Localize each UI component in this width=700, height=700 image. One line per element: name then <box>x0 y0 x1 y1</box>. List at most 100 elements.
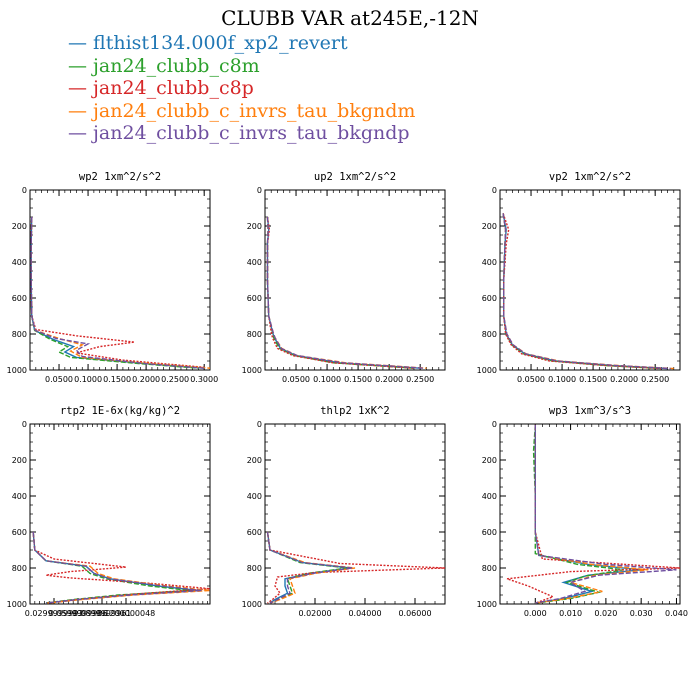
plot-frame <box>29 189 211 371</box>
y-tick-label: 600 <box>247 528 262 537</box>
chart-title: wp2 1xm^2/s^2 <box>79 171 161 183</box>
y-tick-label: 200 <box>12 456 27 465</box>
y-tick-label: 400 <box>482 258 497 267</box>
x-tick-label: 0.0500 <box>45 375 73 384</box>
series-line <box>502 213 668 370</box>
series-line <box>30 216 199 369</box>
y-tick-label: 1000 <box>7 600 27 609</box>
x-tick-label: 0.0500 <box>282 375 310 384</box>
x-tick-label: 0.0500 <box>517 375 545 384</box>
y-tick-label: 600 <box>482 528 497 537</box>
chart-title: rtp2 1E-6x(kg/kg)^2 <box>60 405 180 417</box>
x-tick-label: 0.2500 <box>406 375 434 384</box>
x-tick-label: 0.2500 <box>161 375 189 384</box>
y-tick-label: 200 <box>12 222 27 231</box>
y-tick-label: 600 <box>12 294 27 303</box>
chart-title: vp2 1xm^2/s^2 <box>549 171 631 183</box>
chart-panel: wp3 1xm^3/s^3 0.000 0.010 0.020 0.030 0.040 0 2… <box>477 405 688 618</box>
x-tick-label: 0.1200000048 <box>97 609 156 618</box>
x-tick-label: 0.1500 <box>103 375 131 384</box>
series-line <box>266 216 415 369</box>
y-tick-label: 600 <box>12 528 27 537</box>
x-tick-label: 0.020 <box>594 609 617 618</box>
x-tick-label: 0.2000 <box>375 375 403 384</box>
y-tick-label: 200 <box>247 456 262 465</box>
x-tick-label: 0.010 <box>559 609 582 618</box>
series-line <box>30 216 205 369</box>
page-title: CLUBB VAR at245E,-12N <box>221 6 479 30</box>
y-tick-label: 800 <box>247 564 262 573</box>
y-tick-label: 400 <box>12 492 27 501</box>
x-tick-label: 0.2500 <box>641 375 669 384</box>
chart-panel: up2 1xm^2/s^2 0.0500 0.1000 0.1500 0.2000 0.2… <box>242 171 446 384</box>
x-tick-label: 0.0299999993 <box>25 609 84 618</box>
legend-item: — jan24_clubb_c8p <box>68 77 254 99</box>
x-tick-label: 0.06000 <box>398 609 431 618</box>
x-tick-label: 0.04000 <box>348 609 381 618</box>
y-tick-label: 0 <box>492 420 497 429</box>
series-line <box>534 424 642 604</box>
x-tick-label: 0.1000 <box>74 375 102 384</box>
y-tick-label: 0 <box>257 186 262 195</box>
y-tick-label: 1000 <box>477 600 497 609</box>
series-line <box>266 216 427 369</box>
series-line <box>266 531 445 604</box>
series-line <box>32 531 203 604</box>
legend-item: — jan24_clubb_c_invrs_tau_bkgndp <box>68 122 410 144</box>
y-tick-label: 0 <box>492 186 497 195</box>
legend-item: — jan24_clubb_c8m <box>68 54 260 77</box>
plot-frame <box>499 423 681 605</box>
y-tick-label: 0 <box>22 420 27 429</box>
y-tick-label: 1000 <box>477 366 497 375</box>
y-tick-label: 800 <box>12 330 27 339</box>
chart-title: thlp2 1xK^2 <box>320 405 390 417</box>
chart-panel: thlp2 1xK^2 0.02000 0.04000 0.06000 0 200 400 6… <box>242 405 446 618</box>
series-line <box>534 424 677 604</box>
x-tick-label: 0.030 <box>630 609 653 618</box>
plot-frame <box>264 189 446 371</box>
series-line <box>32 531 210 604</box>
series-line <box>266 216 421 369</box>
y-tick-label: 1000 <box>242 600 262 609</box>
legend-item: — flthist134.000f_xp2_revert <box>68 32 348 54</box>
legend: — flthist134.000f_xp2_revert — jan24_club… <box>68 32 415 145</box>
x-tick-label: 0.000 <box>524 609 547 618</box>
x-tick-label: 0.1000 <box>548 375 576 384</box>
series-line <box>502 213 662 370</box>
series-line <box>506 424 680 604</box>
y-tick-label: 600 <box>482 294 497 303</box>
chart-panel: rtp2 1E-6x(kg/kg)^2 0.02999999930.0599999… <box>7 405 211 618</box>
chart-title: wp3 1xm^3/s^3 <box>549 405 631 417</box>
y-tick-label: 800 <box>12 564 27 573</box>
x-tick-label: 0.0899999961 <box>73 609 132 618</box>
legend-item: — jan24_clubb_c_invrs_tau_bkgndm <box>68 99 416 122</box>
series-line <box>30 216 205 369</box>
y-tick-label: 1000 <box>242 366 262 375</box>
x-tick-label: 0.2000 <box>610 375 638 384</box>
chart-panel: vp2 1xm^2/s^2 0.0500 0.1000 0.1500 0.2000 0.2… <box>477 171 681 384</box>
x-tick-label: 0.3000 <box>190 375 218 384</box>
series-line <box>266 216 415 369</box>
y-tick-label: 400 <box>247 492 262 501</box>
series-line <box>266 531 353 604</box>
y-tick-label: 200 <box>247 222 262 231</box>
chart-title: up2 1xm^2/s^2 <box>314 171 396 183</box>
y-tick-label: 200 <box>482 456 497 465</box>
series-line <box>30 216 210 369</box>
y-tick-label: 800 <box>482 564 497 573</box>
y-tick-label: 200 <box>482 222 497 231</box>
y-tick-label: 400 <box>12 258 27 267</box>
series-line <box>502 213 662 370</box>
x-tick-label: 0.1000 <box>313 375 341 384</box>
series-line <box>30 216 205 368</box>
x-tick-label: 0.1500 <box>579 375 607 384</box>
y-tick-label: 400 <box>247 258 262 267</box>
plot-frame <box>499 189 681 371</box>
series-line <box>502 213 671 370</box>
series-line <box>502 213 674 370</box>
y-tick-label: 800 <box>247 330 262 339</box>
y-tick-label: 0 <box>257 420 262 429</box>
chart-panel: wp2 1xm^2/s^2 0.0500 0.1000 0.1500 0.2000 0.2… <box>7 171 219 384</box>
x-tick-label: 0.1500 <box>344 375 372 384</box>
